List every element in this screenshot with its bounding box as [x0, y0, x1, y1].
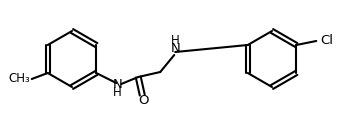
- Text: H: H: [171, 34, 180, 48]
- Text: N: N: [112, 78, 122, 91]
- Text: N: N: [170, 42, 180, 55]
- Text: CH₃: CH₃: [8, 72, 30, 86]
- Text: Cl: Cl: [320, 34, 333, 46]
- Text: H: H: [113, 86, 122, 99]
- Text: O: O: [138, 95, 148, 107]
